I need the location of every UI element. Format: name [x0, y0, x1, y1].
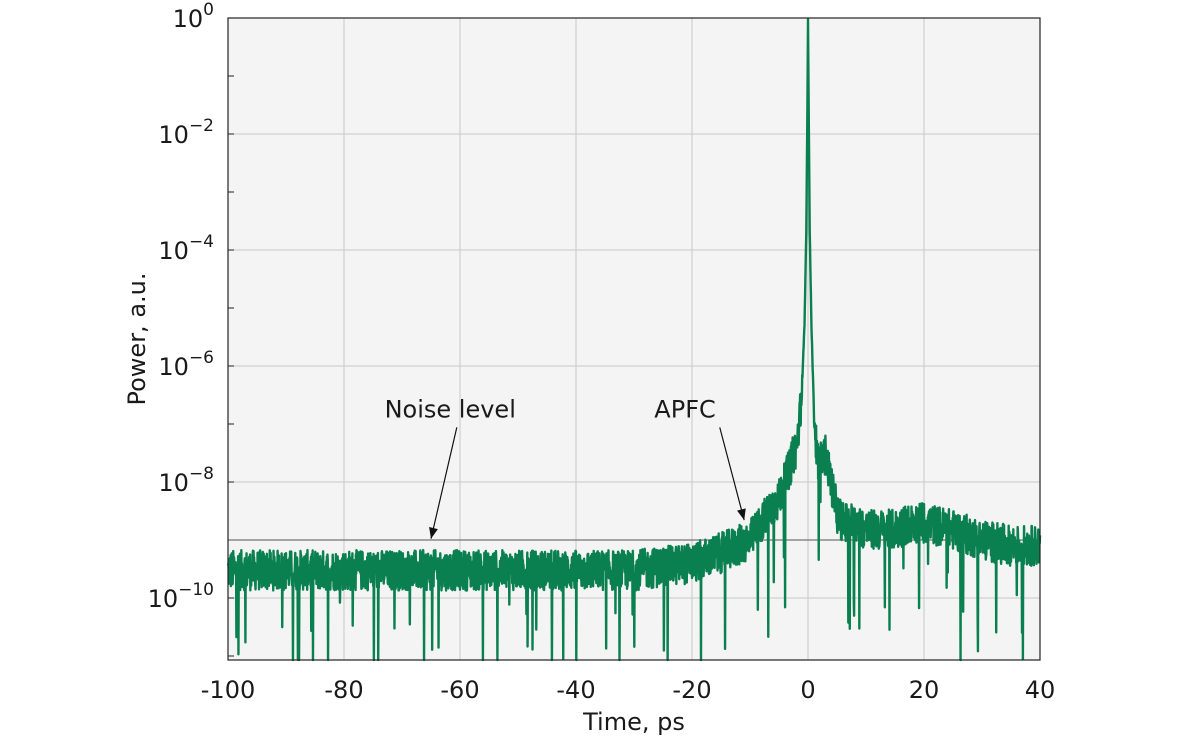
x-tick-label: -60	[440, 676, 479, 704]
annotation-arrowhead	[429, 527, 438, 539]
plot-frame	[227, 17, 1041, 661]
y-tick-label: 10−8	[158, 464, 214, 497]
y-tick-labels: 100 10−2 10−4 10−6 10−8 10−10	[148, 0, 214, 613]
series-line	[226, 17, 1042, 662]
annotation-arrowhead	[737, 508, 746, 521]
x-tick-label: 20	[909, 676, 940, 704]
x-tick-label: 0	[800, 676, 815, 704]
x-tick-label: -100	[201, 676, 255, 704]
y-tick-label: 10−2	[158, 116, 214, 149]
x-tick-label: -40	[556, 676, 595, 704]
x-axis-label: Time, ps	[582, 708, 685, 736]
annotation-arrow	[430, 427, 458, 539]
annotations: Noise level APFC	[385, 395, 746, 539]
x-tick-labels: -100 -80 -60 -40 -20 0 20 40	[201, 676, 1056, 704]
x-tick-label: 40	[1025, 676, 1056, 704]
annotation-arrow	[719, 427, 745, 521]
y-tick-label: 10−4	[158, 232, 214, 265]
series-layer	[226, 17, 1042, 662]
y-axis-label: Power, a.u.	[123, 273, 151, 406]
annotation-label: Noise level	[385, 395, 516, 423]
annotation-label: APFC	[654, 395, 715, 423]
x-tick-label: -80	[324, 676, 363, 704]
y-tick-label: 10−6	[158, 348, 214, 381]
y-tick-label: 100	[173, 0, 214, 33]
x-tick-label: -20	[672, 676, 711, 704]
y-tick-label: 10−10	[148, 580, 214, 613]
